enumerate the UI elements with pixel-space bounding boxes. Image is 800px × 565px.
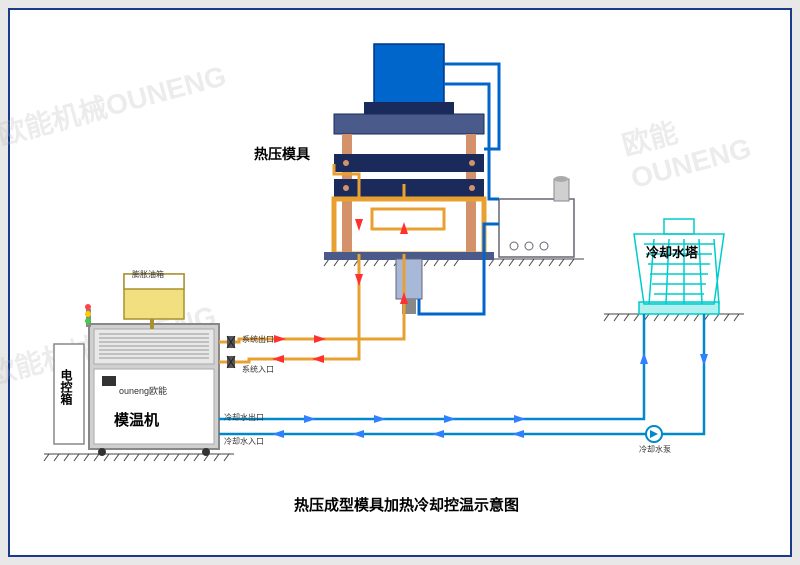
pump-label: 冷却水泵	[639, 444, 671, 455]
cool-in-label: 冷却水入口	[224, 436, 264, 447]
cooling-tower-label: 冷却水塔	[646, 242, 698, 261]
diagram-svg	[24, 24, 780, 544]
cool-out-label: 冷却水出口	[224, 412, 264, 423]
diagram-title: 热压成型模具加热冷却控温示意图	[294, 494, 519, 515]
oil-tank-label: 膨胀油箱	[132, 269, 164, 280]
outer-frame: 欧能机械OUNENG 欧能机械OUNENG 欧能OUNENG	[8, 8, 792, 557]
sys-in-label: 系统入口	[242, 364, 274, 375]
brand-label: ouneng欧能	[119, 384, 167, 397]
diagram-canvas: 欧能机械OUNENG 欧能机械OUNENG 欧能OUNENG	[24, 24, 780, 544]
temp-controller-label: 模温机	[114, 409, 159, 430]
control-box-label: 电控箱	[58, 369, 75, 405]
sys-out-label: 系统出口	[242, 334, 274, 345]
press-mold-label: 热压模具	[254, 144, 310, 164]
